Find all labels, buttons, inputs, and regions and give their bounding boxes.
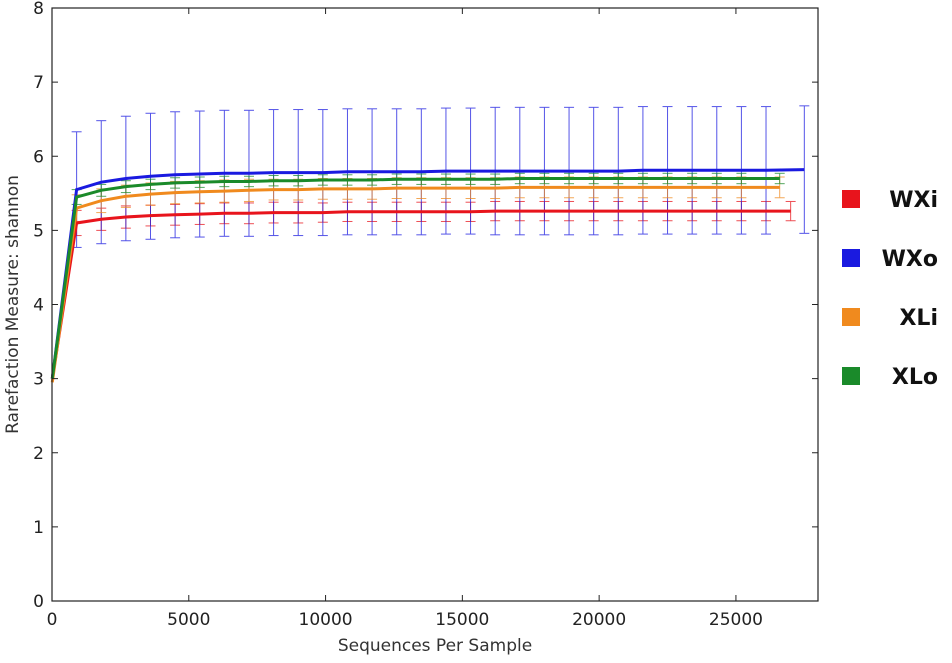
series-line-wxi — [50, 209, 791, 379]
y-tick-label-4: 4 — [33, 296, 44, 316]
plot-area-frame — [51, 7, 819, 602]
legend-swatch-wxo — [842, 249, 860, 267]
x-tick-label-2: 10000 — [299, 610, 353, 630]
legend-label-xlo: XLo — [892, 365, 938, 390]
legend: WXi WXo XLi XLo — [842, 188, 938, 390]
x-tick-label-1: 5000 — [167, 610, 210, 630]
error-bars-layer — [71, 105, 810, 248]
series-lines-layer — [50, 168, 805, 383]
series-line-xlo — [50, 177, 780, 379]
error-bar-wxi-30 — [785, 200, 796, 222]
legend-label-xli: XLi — [899, 306, 938, 331]
series-line-wxo — [50, 168, 805, 379]
legend-swatch-wxi — [842, 190, 860, 208]
error-bar-wxo-30 — [799, 105, 810, 234]
legend-swatch-xlo — [842, 367, 860, 385]
x-tick-label-0: 0 — [47, 610, 58, 630]
legend-item-xlo: XLo — [842, 365, 938, 390]
legend-item-wxo: WXo — [842, 247, 938, 272]
x-tick-label-3: 15000 — [435, 610, 489, 630]
series-line-xli — [50, 185, 780, 383]
legend-item-wxi: WXi — [842, 188, 938, 213]
y-axis-label: Rarefaction Measure: shannon — [3, 175, 23, 434]
y-tick-label-8: 8 — [33, 0, 44, 19]
y-tick-label-2: 2 — [33, 444, 44, 464]
x-tick-label-5: 25000 — [709, 610, 763, 630]
x-axis-label: Sequences Per Sample — [338, 636, 532, 656]
legend-label-wxo: WXo — [882, 247, 938, 272]
legend-item-xli: XLi — [842, 306, 938, 331]
legend-label-wxi: WXi — [889, 188, 938, 213]
legend-swatch-xli — [842, 308, 860, 326]
y-tick-label-0: 0 — [33, 592, 44, 612]
y-tick-label-7: 7 — [33, 73, 44, 93]
y-tick-label-1: 1 — [33, 518, 44, 538]
y-tick-label-6: 6 — [33, 147, 44, 167]
y-tick-label-3: 3 — [33, 370, 44, 390]
axis-ticks-layer: 0 5000 10000 15000 20000 25000 0 1 2 3 4 5 6 7 8 — [33, 0, 818, 630]
x-tick-label-4: 20000 — [572, 610, 626, 630]
y-tick-label-5: 5 — [33, 221, 44, 241]
